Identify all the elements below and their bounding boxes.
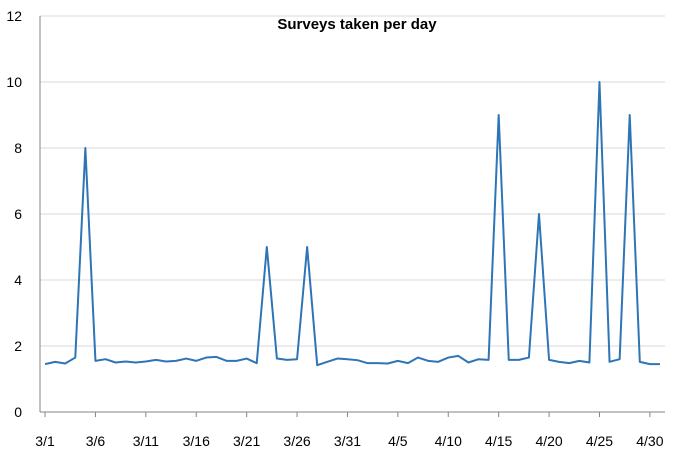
y-tick-label: 0 (14, 404, 22, 420)
x-tick-label: 3/21 (233, 433, 260, 449)
x-tick-label: 3/11 (133, 433, 159, 449)
y-tick-label: 8 (14, 140, 22, 156)
series-line (44, 81, 660, 367)
x-tick-label: 3/1 (35, 433, 55, 449)
x-tick-label: 3/26 (283, 433, 310, 449)
x-tick-label: 3/16 (183, 433, 210, 449)
x-tick-label: 4/25 (586, 433, 613, 449)
y-tick-label: 2 (14, 338, 22, 354)
x-tick-label: 3/6 (86, 433, 106, 449)
x-tick-label: 4/30 (636, 433, 663, 449)
y-tick-label: 10 (6, 74, 22, 90)
y-tick-label: 6 (14, 206, 22, 222)
y-tick-label: 4 (14, 272, 22, 288)
x-tick-label: 4/10 (435, 433, 462, 449)
x-tick-label: 4/5 (388, 433, 408, 449)
x-tick-label: 3/31 (334, 433, 361, 449)
y-tick-label: 12 (6, 8, 22, 24)
y-axis-tick-labels: 0 2 4 6 8 10 12 (6, 8, 22, 420)
x-axis-ticks: 3/1 3/6 3/11 3/16 3/21 3/26 3/31 4/5 4/10 4/15 4/2… (35, 412, 664, 449)
gridlines (40, 15, 665, 347)
chart-title: Surveys taken per day (277, 16, 437, 33)
x-tick-label: 4/20 (535, 433, 562, 449)
x-tick-label: 4/15 (485, 433, 512, 449)
